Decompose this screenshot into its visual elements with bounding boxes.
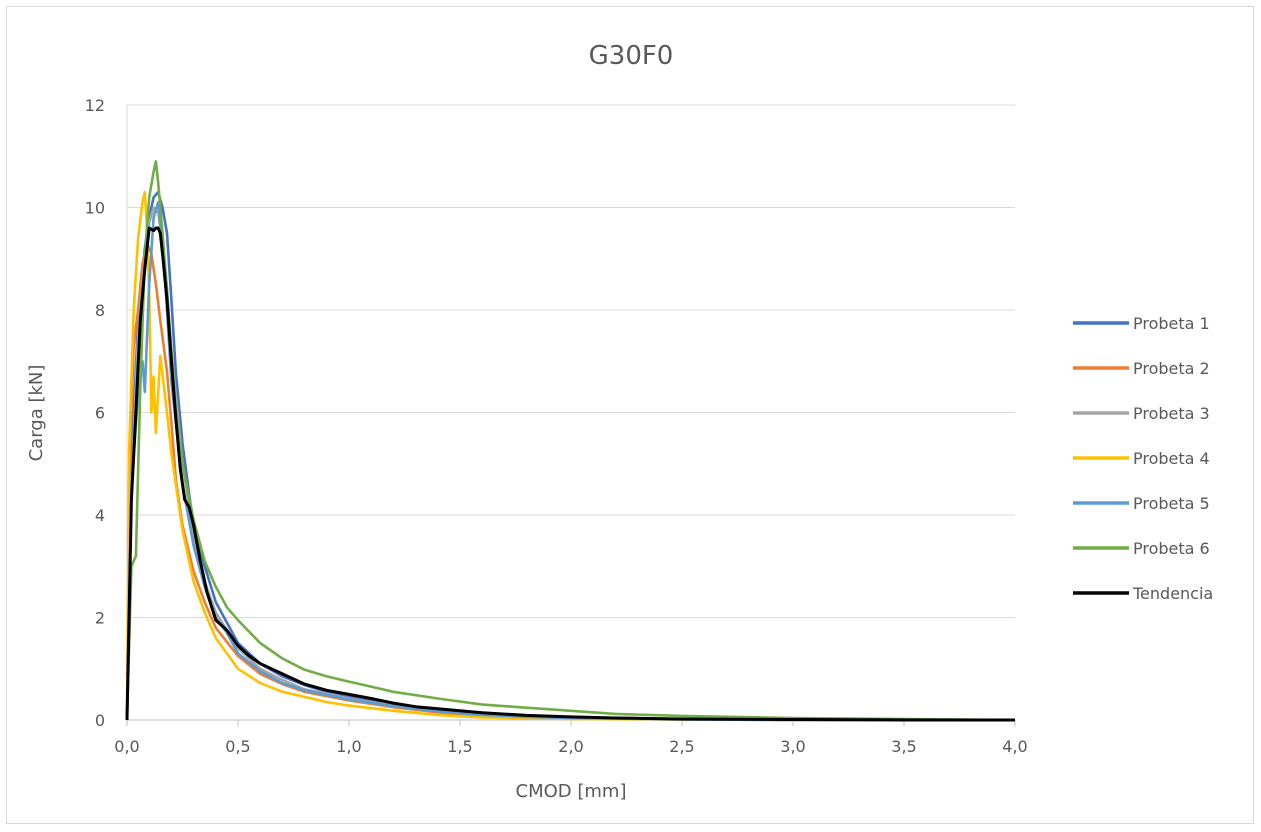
x-tick-label: 1,0	[336, 737, 361, 756]
y-tick-label: 12	[85, 96, 105, 115]
x-tick-label: 3,5	[891, 737, 916, 756]
series-line	[125, 190, 1015, 722]
legend-label: Probeta 4	[1133, 449, 1210, 468]
legend-label: Tendencia	[1132, 584, 1213, 603]
series-line	[125, 226, 1015, 722]
legend-label: Probeta 3	[1133, 404, 1210, 423]
legend: Probeta 1 Probeta 2 Probeta 3 Probeta 4 Prob…	[1073, 314, 1213, 603]
x-tick-label: 0,5	[225, 737, 250, 756]
series-line	[125, 160, 1016, 722]
y-tick-label: 8	[95, 301, 105, 320]
series-layer	[125, 160, 1016, 722]
x-axis-label: CMOD [mm]	[516, 781, 627, 802]
y-axis-label: Carga [kN]	[26, 365, 47, 462]
x-tick-label: 3,0	[780, 737, 805, 756]
y-tick-label: 4	[95, 506, 105, 525]
legend-label: Probeta 2	[1133, 359, 1210, 378]
x-tick-label: 1,5	[447, 737, 472, 756]
chart-frame	[6, 6, 1254, 824]
chart-title: G30F0	[589, 41, 674, 71]
y-axis: 0 2 4 6 8 10 12	[85, 96, 128, 730]
series-line	[125, 190, 1015, 722]
y-tick-label: 6	[95, 404, 105, 423]
y-tick-label: 2	[95, 609, 105, 628]
legend-label: Probeta 1	[1133, 314, 1210, 333]
legend-label: Probeta 6	[1133, 539, 1210, 558]
x-tick-label: 4,0	[1002, 737, 1027, 756]
legend-label: Probeta 5	[1133, 494, 1210, 513]
x-tick-label: 0,0	[114, 737, 139, 756]
x-tick-label: 2,0	[558, 737, 583, 756]
series-line	[125, 242, 1015, 722]
y-tick-label: 10	[85, 199, 105, 218]
x-tick-label: 2,5	[669, 737, 694, 756]
x-axis: 0,0 0,5 1,0 1,5 2,0 2,5 3,0 3,5 4,0	[114, 719, 1028, 756]
grid	[127, 104, 1015, 721]
y-tick-label: 0	[95, 711, 105, 730]
